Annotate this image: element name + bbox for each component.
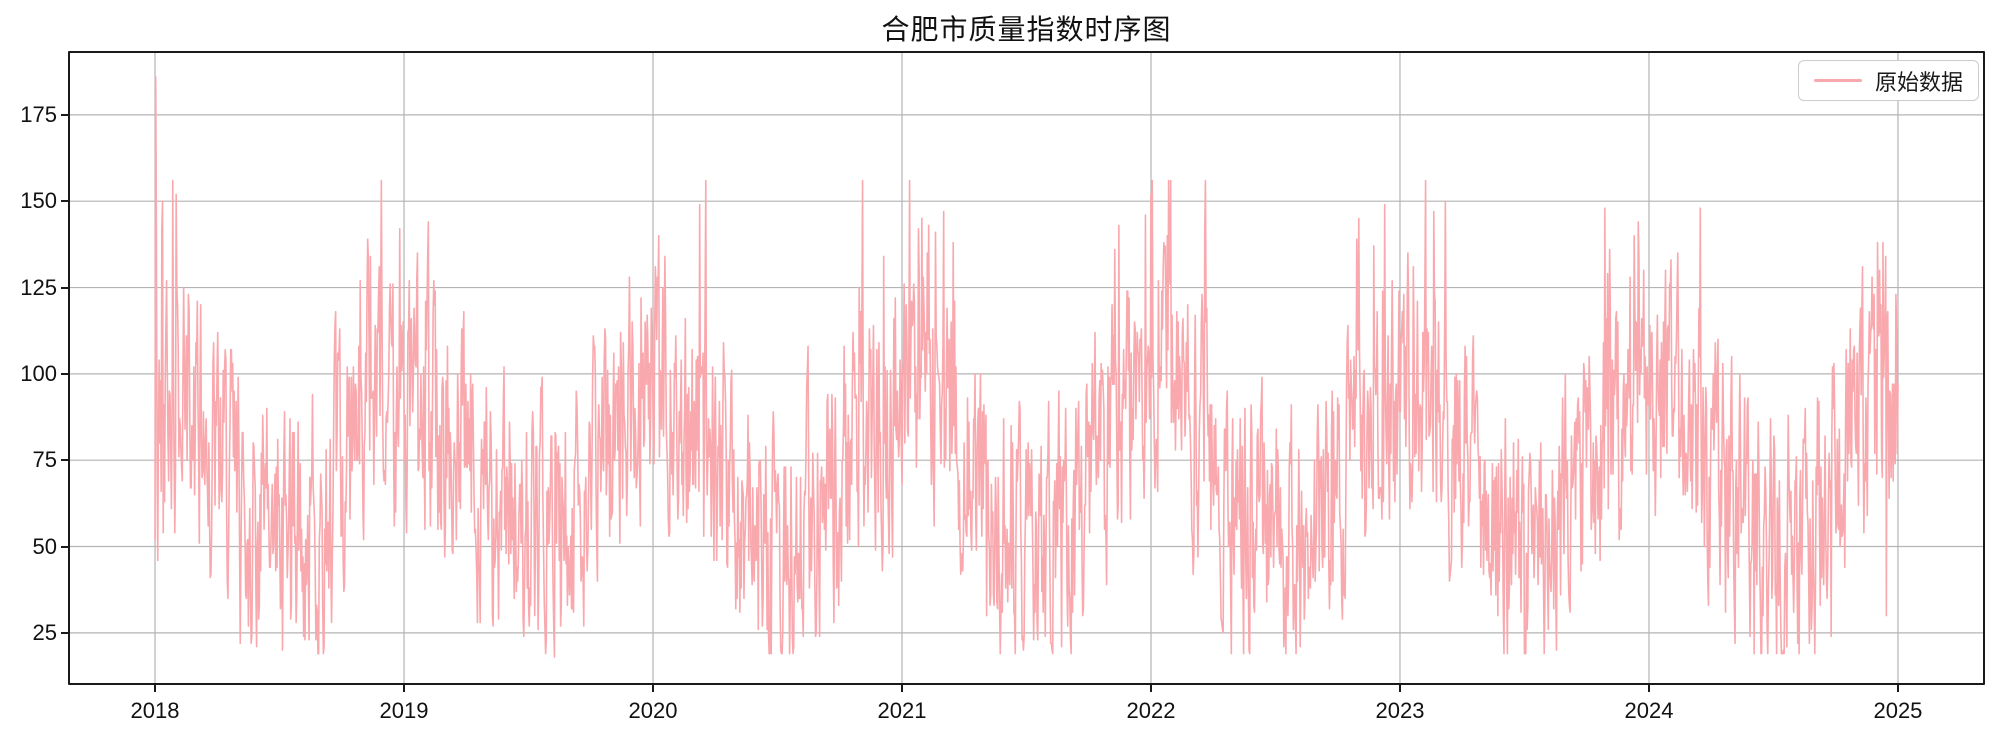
x-tick-mark bbox=[1896, 685, 1899, 692]
x-tick-label: 2024 bbox=[1624, 698, 1674, 723]
x-tick-label: 2019 bbox=[379, 698, 429, 723]
y-tick-label: 125 bbox=[20, 274, 57, 300]
y-tick-label: 50 bbox=[32, 533, 57, 559]
y-tick-mark bbox=[61, 200, 68, 203]
x-tick-mark bbox=[154, 685, 157, 692]
plot-canvas bbox=[68, 51, 1985, 685]
x-tick-mark bbox=[403, 685, 406, 692]
x-tick-mark bbox=[901, 685, 903, 692]
y-tick-mark bbox=[61, 372, 68, 375]
x-tick-mark bbox=[1647, 685, 1650, 692]
y-tick-mark bbox=[61, 459, 68, 462]
chart-title: 合肥市质量指数时序图 bbox=[881, 14, 1172, 45]
x-tick-label: 2020 bbox=[628, 698, 678, 723]
y-tick-mark bbox=[61, 113, 68, 116]
x-tick-mark bbox=[1398, 685, 1401, 692]
y-tick-mark bbox=[61, 286, 68, 289]
y-tick-mark bbox=[61, 545, 68, 548]
y-tick-label: 100 bbox=[20, 360, 57, 386]
y-tick-label: 150 bbox=[20, 188, 57, 214]
x-tick-mark bbox=[1149, 685, 1152, 692]
x-tick-label: 2018 bbox=[130, 698, 180, 723]
legend-box: 原始数据 bbox=[1798, 60, 1980, 101]
x-tick-label: 2023 bbox=[1375, 698, 1425, 723]
legend-line-swatch bbox=[1814, 78, 1862, 83]
y-tick-label: 25 bbox=[32, 619, 57, 645]
x-tick-label: 2021 bbox=[877, 698, 927, 723]
y-tick-label: 75 bbox=[32, 447, 57, 473]
x-tick-mark bbox=[652, 685, 654, 692]
y-tick-mark bbox=[61, 631, 68, 634]
x-tick-label: 2025 bbox=[1873, 698, 1923, 723]
y-tick-label: 175 bbox=[20, 101, 57, 127]
x-tick-label: 2022 bbox=[1126, 698, 1176, 723]
legend-label: 原始数据 bbox=[1875, 69, 1964, 95]
